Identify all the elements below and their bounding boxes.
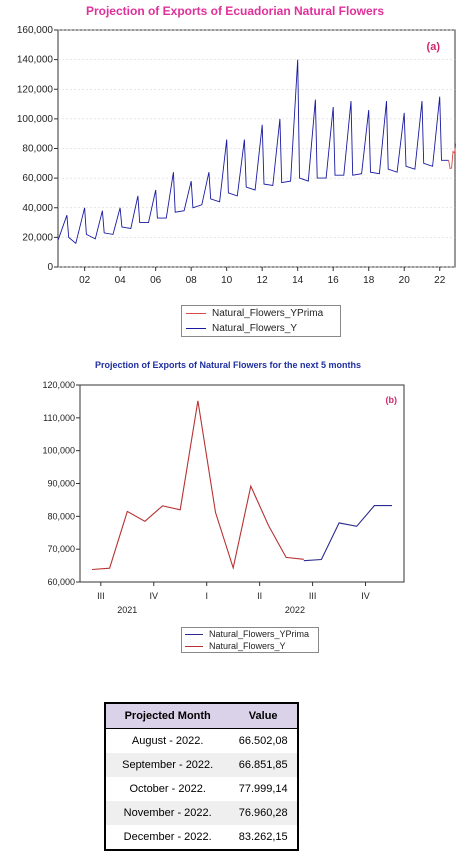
x-tick-label-b: III	[97, 591, 105, 601]
x-tick-label-a: 12	[257, 275, 269, 286]
table-cell-month: September - 2022.	[105, 753, 230, 777]
series-line-a	[448, 143, 456, 170]
x-tick-label-a: 14	[292, 275, 304, 286]
table-cell-value: 66.502,08	[238, 735, 288, 747]
legend-a-label: Natural_Flowers_YPrima	[212, 308, 324, 319]
table-header-month: Projected Month	[105, 703, 230, 729]
x-tick-label-a: 08	[186, 275, 198, 286]
x-tick-label-b: I	[205, 591, 208, 601]
x-tick-label-b: III	[309, 591, 317, 601]
x-tick-label-a: 06	[150, 275, 162, 286]
table-cell-value: 76.960,28	[229, 801, 298, 825]
y-tick-label-a: 40,000	[22, 203, 53, 214]
x-year-label-b: 2022	[285, 605, 305, 615]
x-tick-label-b: II	[257, 591, 262, 601]
chart-b-title: Projection of Exports of Natural Flowers…	[94, 360, 362, 370]
legend-b-label: Natural_Flowers_YPrima	[209, 629, 310, 639]
y-tick-label-b: 60,000	[47, 577, 75, 587]
chart-a-title: Projection of Exports of Ecuadorian Natu…	[85, 4, 385, 18]
plot-frame-b	[79, 384, 405, 583]
x-tick-label-a: 16	[328, 275, 340, 286]
y-tick-label-b: 110,000	[43, 413, 75, 423]
table-header-value: Value	[229, 703, 298, 729]
series-line-b	[303, 505, 392, 562]
y-tick-label-b: 100,000	[42, 446, 75, 456]
y-tick-label-b: 120,000	[42, 380, 75, 390]
legend-a-item: Natural_Flowers_YPrima	[186, 306, 336, 321]
y-tick-label-a: 100,000	[17, 114, 54, 125]
y-tick-label-a: 60,000	[22, 173, 53, 184]
legend-a-item: Natural_Flowers_Y	[186, 321, 336, 336]
y-tick-label-a: 0	[47, 262, 53, 273]
y-tick-label-b: 90,000	[47, 479, 75, 489]
legend-a-swatch-y	[186, 328, 206, 329]
table-cell-month: August - 2022.	[131, 735, 204, 747]
y-tick-label-b: 80,000	[47, 511, 75, 521]
x-tick-label-a: 22	[434, 275, 446, 286]
table-cell-value: 77.999,14	[238, 783, 288, 795]
table-row: October - 2022. 77.999,14	[105, 777, 298, 801]
legend-b: Natural_Flowers_YPrima Natural_Flowers_Y	[181, 627, 319, 653]
series-line-b	[91, 400, 304, 571]
legend-b-item: Natural_Flowers_YPrima	[185, 628, 315, 640]
table-row: August - 2022. 66.502,08	[105, 729, 298, 754]
x-year-label-b: 2021	[117, 605, 137, 615]
legend-a-swatch-yprima	[186, 313, 206, 314]
chart-b: 60,000 70,000 80,000 90,000 100,000 110,000 12…	[42, 380, 405, 615]
x-tick-label-a: 10	[221, 275, 233, 286]
x-tick-label-a: 02	[79, 275, 91, 286]
table-row: November - 2022. 76.960,28	[105, 801, 298, 825]
y-tick-label-a: 140,000	[17, 55, 54, 66]
y-tick-label-b: 70,000	[47, 544, 75, 554]
x-tick-label-a: 18	[363, 275, 375, 286]
legend-a: Natural_Flowers_YPrima Natural_Flowers_Y	[181, 305, 341, 337]
y-tick-label-a: 20,000	[22, 232, 53, 243]
projection-table: Projected Month Value August - 2022. 66.…	[104, 702, 299, 851]
legend-b-item: Natural_Flowers_Y	[185, 640, 315, 652]
x-tick-label-a: 04	[115, 275, 127, 286]
x-tick-label-b: IV	[150, 591, 159, 601]
legend-b-swatch-y	[185, 645, 203, 647]
table-cell-month: October - 2022.	[129, 783, 206, 795]
legend-b-swatch-yprima	[185, 633, 203, 635]
x-tick-label-a: 20	[399, 275, 411, 286]
table-cell-value: 83.262,15	[238, 831, 288, 843]
table-row: December - 2022. 83.262,15	[105, 825, 298, 850]
table-cell-month: December - 2022.	[123, 831, 212, 843]
panel-label-b: (b)	[386, 395, 398, 405]
table-header-row: Projected Month Value	[105, 703, 298, 729]
y-tick-label-a: 160,000	[17, 25, 54, 36]
table-cell-month: November - 2022.	[105, 801, 230, 825]
chart-a: 0 20,000 40,000 60,000 80,000 100,000 120,000 1…	[17, 25, 456, 286]
legend-b-label: Natural_Flowers_Y	[209, 641, 286, 651]
panel-label-a: (a)	[427, 41, 441, 53]
y-tick-label-a: 120,000	[17, 84, 54, 95]
x-tick-label-b: IV	[361, 591, 370, 601]
series-line-a	[57, 59, 449, 245]
table-row: September - 2022. 66.851,85	[105, 753, 298, 777]
y-tick-label-a: 80,000	[22, 144, 53, 155]
legend-a-label: Natural_Flowers_Y	[212, 323, 298, 334]
table-cell-value: 66.851,85	[229, 753, 298, 777]
